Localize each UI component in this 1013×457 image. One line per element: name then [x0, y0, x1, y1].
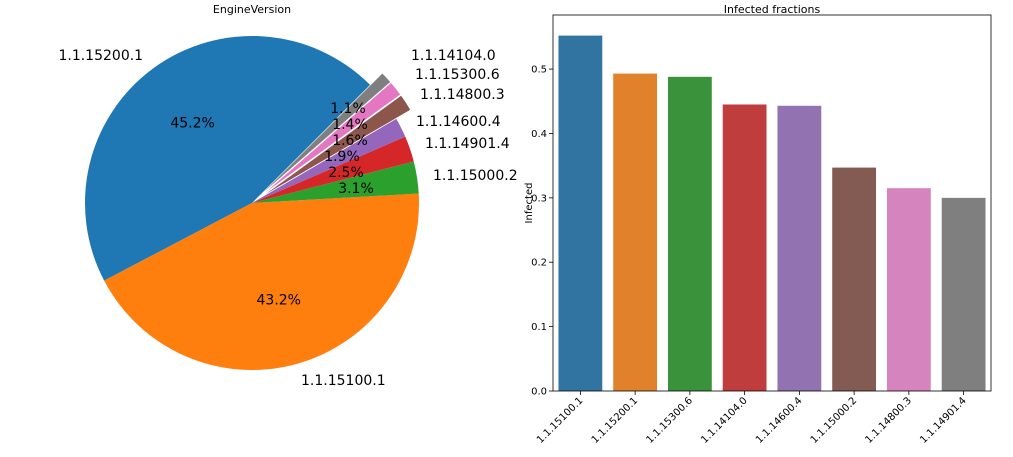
pie-pct-label: 43.2% [257, 293, 301, 309]
pie-pct-label: 1.9% [324, 149, 360, 165]
x-tick-label: 1.1.14800.3 [863, 395, 914, 446]
pie-pct-label: 1.6% [332, 133, 368, 149]
pie-slice-label: 1.1.15200.1 [58, 48, 143, 64]
pie-slice [265, 95, 411, 194]
bar [667, 76, 712, 391]
x-tick-label: 1.1.14104.0 [699, 395, 750, 446]
y-tick-label: 0.3 [531, 193, 547, 204]
y-tick-label: 0.0 [531, 387, 547, 398]
y-tick-label: 0.2 [531, 258, 547, 269]
pie-slice-label: 1.1.14800.3 [420, 87, 505, 103]
pie-slice-label: 1.1.14600.4 [416, 114, 501, 130]
axes-frame [552, 14, 992, 392]
bar [832, 167, 877, 391]
y-tick-label: 0.4 [531, 129, 547, 140]
pie-slice-label: 1.1.15100.1 [301, 373, 386, 389]
x-tick-label: 1.1.14600.4 [754, 395, 805, 446]
pie-slice [84, 36, 371, 281]
y-tick-label: 0.5 [531, 65, 547, 76]
pie-chart: EngineVersion 45.2% 1.1.15200.1 43.2% 1.1.1… [58, 3, 517, 389]
x-tick-label: 1.1.15300.6 [644, 395, 695, 446]
x-tick-label: 1.1.15000.2 [809, 395, 860, 446]
bar-chart: Infected fractions Infected 1.1.15100.1 1… [524, 3, 992, 446]
pie-slice [264, 73, 391, 192]
x-tick-label: 1.1.15200.1 [590, 395, 641, 446]
pie-pct-label: 45.2% [170, 115, 214, 131]
bar [941, 197, 986, 391]
x-tick-label: 1.1.15100.1 [535, 395, 586, 446]
y-axis-label: Infected [524, 183, 535, 224]
pie-slice [252, 136, 414, 203]
pie-pct-label: 3.1% [338, 181, 374, 197]
bar [722, 104, 767, 391]
x-tick-label: 1.1.14901.4 [918, 395, 969, 446]
pie-slice-label: 1.1.14901.4 [425, 136, 510, 152]
bar [777, 105, 822, 391]
pie-title: EngineVersion [213, 3, 291, 16]
bar [886, 188, 931, 391]
pie-slice-label: 1.1.14104.0 [411, 48, 496, 64]
pie-slice [104, 193, 419, 370]
pie-slice [265, 82, 401, 193]
y-tick-label: 0.1 [531, 322, 547, 333]
pie-slice-label: 1.1.15000.2 [433, 168, 518, 184]
bar-title: Infected fractions [724, 3, 821, 16]
pie-pct-label: 2.5% [328, 165, 364, 181]
bar [558, 35, 603, 391]
bar [613, 73, 658, 391]
pie-slice-label: 1.1.15300.6 [415, 67, 500, 83]
pie-pct-label: 1.4% [332, 117, 368, 133]
pie-slice [252, 161, 419, 203]
pie-slice [252, 118, 406, 203]
pie-pct-label: 1.1% [330, 101, 366, 117]
